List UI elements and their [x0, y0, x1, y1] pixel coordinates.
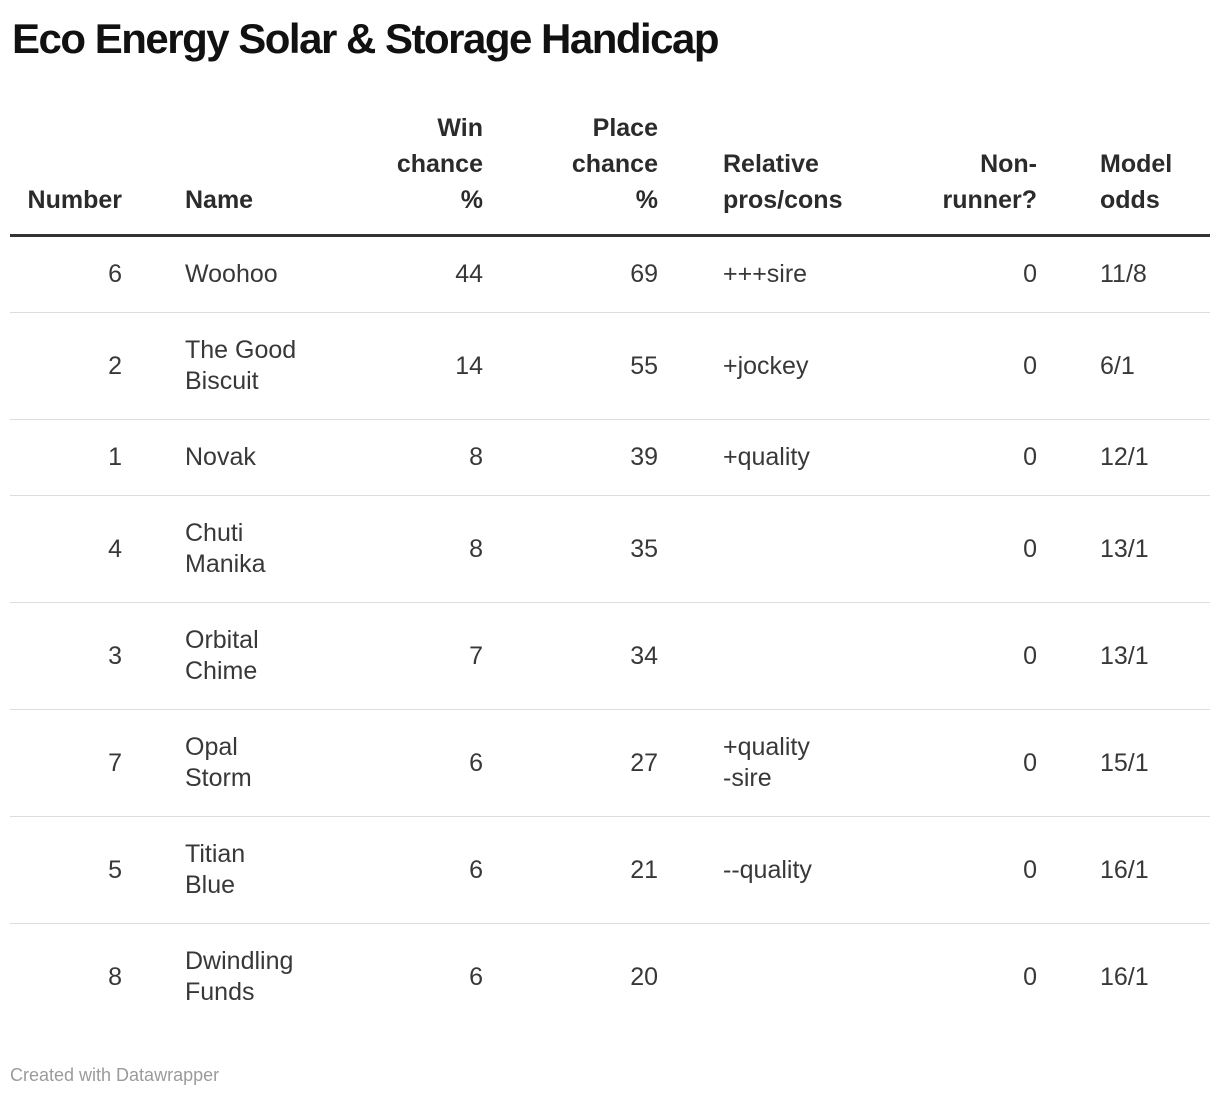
column-header-win: Win chance % — [396, 114, 483, 215]
cell-win: 6 — [469, 962, 483, 991]
cell-name: Orbital Chime — [185, 626, 259, 686]
cell-odds: 16/1 — [1100, 855, 1149, 884]
column-header-place: Place chance % — [571, 114, 658, 215]
cell-place: 69 — [630, 260, 658, 289]
cell-win: 6 — [469, 855, 483, 884]
cell-place: 35 — [630, 534, 658, 563]
table-row: 1 Novak 8 39 +quality 0 12/1 — [10, 420, 1210, 496]
page: Eco Energy Solar & Storage Handicap Numb… — [0, 15, 1220, 1086]
table-row: 7 Opal Storm 6 27 +quality -sire 0 15/1 — [10, 710, 1210, 817]
cell-place: 39 — [630, 443, 658, 472]
cell-number: 7 — [108, 748, 122, 777]
cell-win: 7 — [469, 641, 483, 670]
cell-pros: +quality -sire — [723, 733, 810, 793]
cell-win: 6 — [469, 748, 483, 777]
cell-pros: +jockey — [723, 351, 809, 380]
cell-odds: 13/1 — [1100, 534, 1149, 563]
cell-nonrunner: 0 — [1023, 962, 1037, 991]
cell-nonrunner: 0 — [1023, 260, 1037, 289]
cell-name: The Good Biscuit — [185, 336, 297, 396]
cell-name: Titian Blue — [185, 840, 246, 900]
cell-odds: 13/1 — [1100, 641, 1149, 670]
column-header-pros: Relative pros/cons — [723, 150, 843, 215]
cell-number: 5 — [108, 855, 122, 884]
cell-odds: 15/1 — [1100, 748, 1149, 777]
cell-odds: 12/1 — [1100, 443, 1149, 472]
cell-name: Opal Storm — [185, 733, 252, 793]
cell-place: 27 — [630, 748, 658, 777]
cell-pros — [658, 924, 940, 1031]
table-body: 6 Woohoo 44 69 +++sire 0 11/8 2 The Good Biscuit… — [10, 236, 1210, 1031]
cell-win: 8 — [469, 534, 483, 563]
cell-pros — [658, 496, 940, 603]
cell-win: 8 — [469, 443, 483, 472]
cell-win: 44 — [455, 260, 483, 289]
column-header-name: Name — [185, 186, 254, 215]
cell-nonrunner: 0 — [1023, 534, 1037, 563]
cell-place: 21 — [630, 855, 658, 884]
cell-number: 4 — [108, 534, 122, 563]
cell-odds: 16/1 — [1100, 962, 1149, 991]
cell-nonrunner: 0 — [1023, 351, 1037, 380]
cell-number: 3 — [108, 641, 122, 670]
cell-name: Woohoo — [185, 260, 278, 289]
table-row: 5 Titian Blue 6 21 --quality 0 16/1 — [10, 817, 1210, 924]
cell-name: Dwindling Funds — [185, 947, 294, 1007]
cell-pros — [658, 603, 940, 710]
cell-nonrunner: 0 — [1023, 641, 1037, 670]
cell-name: Novak — [185, 443, 256, 472]
cell-odds: 11/8 — [1100, 260, 1147, 289]
cell-nonrunner: 0 — [1023, 443, 1037, 472]
cell-number: 8 — [108, 962, 122, 991]
cell-pros: +quality — [723, 443, 810, 472]
cell-number: 2 — [108, 351, 122, 380]
cell-win: 14 — [455, 351, 483, 380]
cell-place: 20 — [630, 962, 658, 991]
table-header: Number Name Win chance % Place chance % Rela… — [10, 110, 1210, 236]
datawrapper-credit: Created with Datawrapper — [10, 1065, 220, 1086]
column-header-nonrunner: Non- runner? — [942, 150, 1037, 215]
page-title: Eco Energy Solar & Storage Handicap — [12, 15, 720, 62]
cell-number: 6 — [108, 260, 122, 289]
handicap-table: Number Name Win chance % Place chance % Rela… — [10, 110, 1210, 1030]
cell-name: Chuti Manika — [185, 519, 266, 579]
table-row: 6 Woohoo 44 69 +++sire 0 11/8 — [10, 236, 1210, 313]
header-row: Number Name Win chance % Place chance % Rela… — [10, 110, 1210, 236]
cell-place: 34 — [630, 641, 658, 670]
table-row: 8 Dwindling Funds 6 20 0 16/1 — [10, 924, 1210, 1031]
cell-odds: 6/1 — [1100, 351, 1135, 380]
cell-nonrunner: 0 — [1023, 855, 1037, 884]
table-row: 3 Orbital Chime 7 34 0 13/1 — [10, 603, 1210, 710]
cell-pros: --quality — [723, 855, 812, 884]
table-row: 4 Chuti Manika 8 35 0 13/1 — [10, 496, 1210, 603]
cell-pros: +++sire — [723, 260, 808, 289]
cell-place: 55 — [630, 351, 658, 380]
table-row: 2 The Good Biscuit 14 55 +jockey 0 6/1 — [10, 313, 1210, 420]
cell-nonrunner: 0 — [1023, 748, 1037, 777]
column-header-odds: Model odds — [1100, 150, 1173, 215]
column-header-number: Number — [27, 186, 122, 215]
cell-number: 1 — [108, 443, 122, 472]
